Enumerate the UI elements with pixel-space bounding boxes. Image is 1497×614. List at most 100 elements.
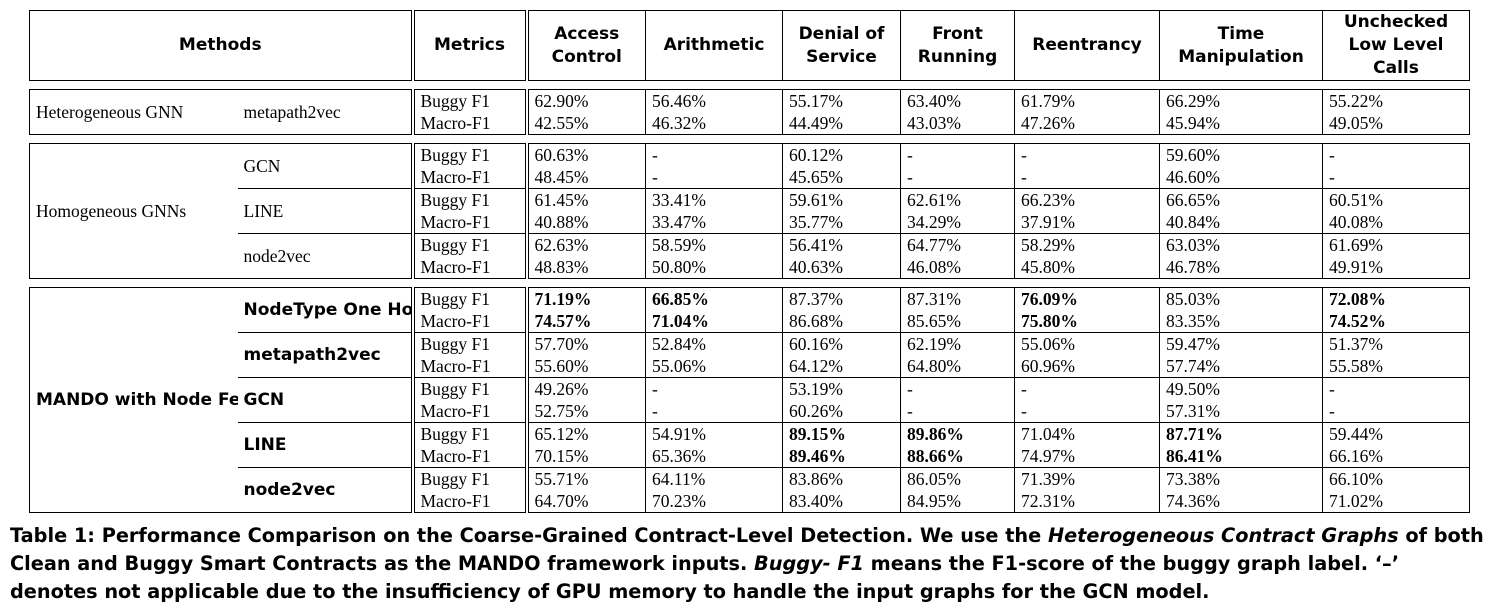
header-col: Front Running [900, 10, 1015, 81]
value-cell: 66.16% [1322, 445, 1470, 468]
value-cell: 88.66% [900, 445, 1015, 468]
value-cell: 37.91% [1014, 211, 1160, 234]
value-cell: 86.05% [900, 467, 1015, 490]
table-row: Homogeneous GNNs GCN Buggy F1 60.63% -60.12%… [29, 143, 1470, 279]
metric-label: Macro-F1 [412, 166, 529, 189]
value-cell: 45.80% [1014, 256, 1160, 279]
value-cell: 64.77% [900, 233, 1015, 256]
group-spacer [30, 81, 1470, 90]
value-cell: 87.31% [900, 287, 1015, 310]
value-cell: 53.19% [782, 377, 901, 400]
value-cell: 59.44% [1322, 422, 1470, 445]
value-cell: 85.03% [1159, 287, 1323, 310]
table-row: Macro-F1 48.83% 50.80% 40.63% 46.08% 45.80% 46… [30, 256, 1470, 279]
method-name: GCN [237, 143, 415, 189]
results-table-wrapper: Methods Metrics Access Control Arithmeti… [29, 10, 1470, 513]
value-cell: 49.91% [1322, 256, 1470, 279]
value-cell: 46.60% [1159, 166, 1323, 189]
value-cell: 61.69% [1322, 233, 1470, 256]
value-cell: 64.70% [526, 490, 646, 513]
metric-label: Buggy F1 [412, 188, 529, 211]
value-cell: 71.39% [1014, 467, 1160, 490]
spacer-cell [30, 81, 1470, 90]
metric-label: Macro-F1 [412, 400, 529, 423]
value-cell: 76.09% [1014, 287, 1160, 310]
value-cell: 72.31% [1014, 490, 1160, 513]
value-cell: 70.23% [645, 490, 783, 513]
table-row: MANDO with Node Features Generated byNod… [29, 287, 1470, 513]
value-cell: 52.75% [526, 400, 646, 423]
value-cell: - [1014, 377, 1160, 400]
group-label: Heterogeneous GNN [29, 89, 238, 135]
metric-label: Buggy F1 [412, 377, 529, 400]
value-cell: - [900, 400, 1015, 423]
table-row: Macro-F1 42.55% 46.32% 44.49% 43.03% 47.26% 45… [30, 112, 1470, 135]
value-cell: 74.57% [526, 310, 646, 333]
value-cell: 65.36% [645, 445, 783, 468]
table-row: Macro-F1 40.88% 33.47% 35.77% 34.29% 37.91% 40… [30, 211, 1470, 234]
value-cell: 48.45% [526, 166, 646, 189]
spacer-cell [30, 135, 1470, 144]
value-cell: 66.10% [1322, 467, 1470, 490]
value-cell: - [1322, 166, 1470, 189]
value-cell: 60.16% [782, 332, 901, 355]
method-name: node2vec [237, 467, 415, 513]
value-cell: 87.71% [1159, 422, 1323, 445]
value-cell: 66.85% [645, 287, 783, 310]
value-cell: - [900, 377, 1015, 400]
group-spacer [30, 279, 1470, 288]
value-cell: 49.50% [1159, 377, 1323, 400]
table-row: GCN Buggy F1 49.26% -53.19% - -49.50% - [30, 377, 1470, 423]
value-cell: 61.79% [1014, 89, 1160, 112]
header-col: Reentrancy [1014, 10, 1160, 81]
metric-label: Buggy F1 [412, 143, 529, 166]
value-cell: 40.63% [782, 256, 901, 279]
table-row: Macro-F1 48.45% -45.65% - -46.60% - [30, 166, 1470, 189]
table-row: node2vec Buggy F1 55.71% 64.11% 83.86% 86.05%… [30, 467, 1470, 513]
value-cell: 59.60% [1159, 143, 1323, 166]
table-row: node2vec Buggy F1 62.63% 58.59% 56.41% 64.77%… [30, 233, 1470, 279]
value-cell: 89.46% [782, 445, 901, 468]
value-cell: 33.47% [645, 211, 783, 234]
value-cell: - [645, 377, 783, 400]
table-row: Macro-F1 70.15% 65.36% 89.46% 88.66% 74.97% 86… [30, 445, 1470, 468]
value-cell: 60.51% [1322, 188, 1470, 211]
table-row: metapath2vec Buggy F1 57.70% 52.84% 60.16% 62… [30, 332, 1470, 378]
value-cell: 85.65% [900, 310, 1015, 333]
group-spacer [30, 135, 1470, 144]
value-cell: 50.80% [645, 256, 783, 279]
caption-mid1: of both Clean and Buggy Smart Contracts … [10, 524, 1484, 575]
metric-label: Buggy F1 [412, 467, 529, 490]
table-row: Macro-F1 55.60% 55.06% 64.12% 64.80% 60.96% 57… [30, 355, 1470, 378]
header-methods: Methods [29, 10, 415, 81]
caption-lead: Table 1: Performance Comparison on the C… [10, 524, 1048, 547]
value-cell: - [900, 166, 1015, 189]
value-cell: 60.96% [1014, 355, 1160, 378]
value-cell: - [1014, 166, 1160, 189]
metric-label: Macro-F1 [412, 445, 529, 468]
value-cell: 74.97% [1014, 445, 1160, 468]
value-cell: 86.41% [1159, 445, 1323, 468]
value-cell: 42.55% [526, 112, 646, 135]
value-cell: 56.46% [645, 89, 783, 112]
value-cell: 57.74% [1159, 355, 1323, 378]
value-cell: 62.61% [900, 188, 1015, 211]
value-cell: 55.06% [645, 355, 783, 378]
value-cell: 58.29% [1014, 233, 1160, 256]
value-cell: 86.68% [782, 310, 901, 333]
value-cell: 66.23% [1014, 188, 1160, 211]
value-cell: 66.65% [1159, 188, 1323, 211]
header-metrics: Metrics [412, 10, 529, 81]
value-cell: 71.19% [526, 287, 646, 310]
value-cell: 63.40% [900, 89, 1015, 112]
method-name: metapath2vec [237, 332, 415, 378]
value-cell: 34.29% [900, 211, 1015, 234]
value-cell: - [1322, 400, 1470, 423]
method-name: metapath2vec [237, 89, 415, 135]
value-cell: 60.26% [782, 400, 901, 423]
value-cell: 75.80% [1014, 310, 1160, 333]
value-cell: 73.38% [1159, 467, 1323, 490]
value-cell: 33.41% [645, 188, 783, 211]
value-cell: 55.06% [1014, 332, 1160, 355]
value-cell: 70.15% [526, 445, 646, 468]
